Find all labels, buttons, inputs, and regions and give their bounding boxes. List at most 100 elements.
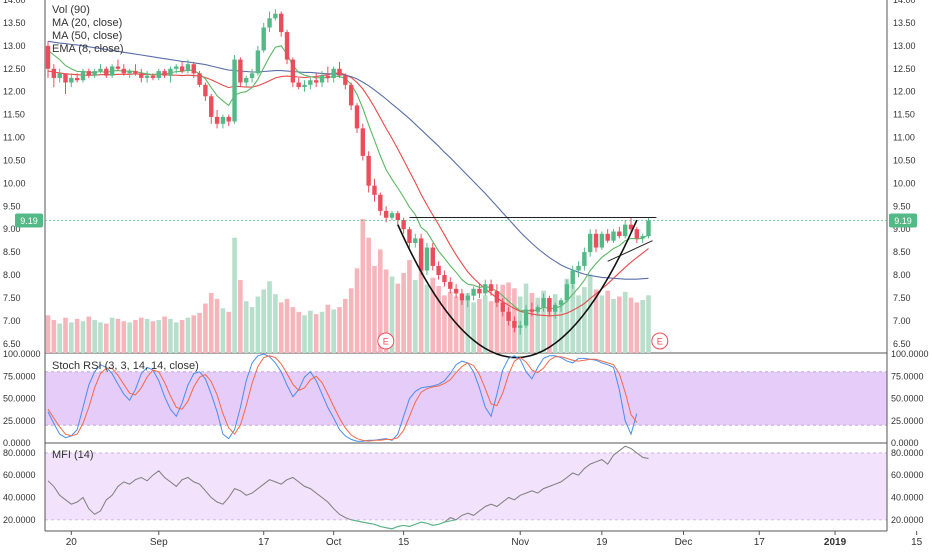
stoch-tick-label-left: 75.0000 (3, 371, 36, 381)
mfi-legend[interactable]: MFI (14) (52, 449, 94, 461)
candle-body (220, 116, 226, 124)
candle (191, 61, 196, 78)
candle-body (395, 213, 400, 221)
candle-body (488, 284, 494, 292)
price-tick-label-left: 7.50 (3, 293, 21, 303)
price-tick-label-left: 11.00 (3, 133, 25, 143)
volume-bar (395, 283, 401, 353)
candle-body (343, 75, 348, 85)
candle-body (162, 71, 167, 76)
candle (220, 114, 226, 129)
volume-bar (226, 311, 232, 353)
mfi-band (45, 452, 887, 520)
candle (209, 93, 214, 124)
candle-body (313, 80, 319, 83)
candle (529, 302, 535, 317)
price-tag-box (889, 213, 917, 228)
volume-bar (185, 317, 191, 353)
candle (232, 55, 237, 124)
candle-body (92, 71, 97, 76)
candle (337, 61, 342, 78)
x-tick-label: 15 (911, 537, 923, 548)
candle (494, 284, 500, 308)
candle-body (512, 320, 517, 328)
candle-body (617, 231, 622, 237)
candle (611, 229, 616, 243)
candle (512, 316, 517, 333)
volume-bar (471, 302, 476, 353)
legend-vol[interactable]: Vol (90) (52, 4, 90, 16)
candle (226, 114, 231, 127)
legend-ma20[interactable]: MA (20, close) (52, 17, 123, 29)
candle-body (104, 68, 109, 76)
x-tick-label: 19 (596, 537, 608, 548)
x-tick-label: 17 (258, 537, 270, 548)
price-tick-label-right: 10.00 (893, 178, 916, 188)
x-tick-label: Dec (675, 537, 693, 548)
volume-bar (214, 298, 220, 353)
volume-bar (261, 289, 267, 353)
candle-body (267, 18, 272, 28)
price-tick-label-left: 9.00 (3, 224, 21, 234)
volume-bar (570, 284, 575, 353)
volume-bar (401, 272, 406, 353)
candle (139, 68, 144, 83)
candle-body (296, 82, 301, 88)
x-tick-label: Nov (511, 537, 529, 548)
volume-bar (453, 296, 459, 353)
volume-bar (109, 317, 115, 353)
candle-body (51, 68, 57, 78)
candle-body (98, 68, 103, 72)
candle-body (80, 71, 86, 81)
candle (98, 64, 103, 74)
stoch-legend[interactable]: Stoch RSI (3, 3, 14, 14, close) (52, 360, 199, 372)
price-tick-label-left: 13.00 (3, 41, 26, 51)
stoch-tick-label-left: 0.0000 (3, 438, 31, 448)
candle-body (640, 236, 645, 239)
volume-bar (278, 302, 284, 353)
candle (290, 57, 296, 88)
volume-bar (150, 321, 156, 353)
candle (174, 64, 179, 74)
volume-bar (378, 249, 383, 353)
legend-ema8[interactable]: EMA (8, close) (52, 43, 124, 55)
earnings-marker-label: E (383, 337, 389, 347)
mfi-tick-label-left: 80.0000 (3, 448, 36, 458)
candle (483, 279, 488, 296)
price-tick-label-right: 9.00 (893, 224, 911, 234)
candle-body (214, 116, 220, 124)
volume-bar (622, 291, 628, 353)
candle-body (518, 325, 523, 328)
stoch-line-d (47, 355, 638, 442)
stoch-tick-label-right: 50.0000 (891, 394, 924, 404)
volume-bar (587, 274, 593, 353)
candle-body (453, 288, 459, 294)
candle-body (459, 293, 465, 301)
legend-ma50[interactable]: MA (50, close) (52, 30, 123, 42)
volume-bar (535, 297, 541, 353)
volume-bar (92, 320, 97, 353)
price-tick-label-right: 10.50 (893, 155, 916, 165)
stoch-band (45, 371, 887, 426)
volume-bar (313, 314, 319, 353)
volume-bar (220, 308, 226, 353)
chart-legend: Vol (90) MA (20, close) MA (50, close) E… (52, 4, 124, 56)
candle-body (325, 75, 331, 78)
candle (104, 66, 109, 78)
candle-body (273, 13, 278, 19)
mfi-line (47, 445, 649, 530)
candle-body (587, 233, 593, 253)
candle-body (413, 238, 418, 243)
candle-body (86, 71, 92, 76)
candle (144, 71, 150, 83)
mfi-tick-label-right: 40.0000 (891, 493, 924, 503)
volume-bar (133, 320, 138, 353)
candle (593, 229, 599, 253)
candle-body (319, 75, 325, 83)
price-tick-label-right: 7.00 (893, 316, 911, 326)
stoch-tick-label-right: 75.0000 (891, 371, 924, 381)
volume-bar (646, 295, 651, 353)
mfi-oversold-segment (351, 519, 457, 530)
candle (296, 77, 301, 90)
